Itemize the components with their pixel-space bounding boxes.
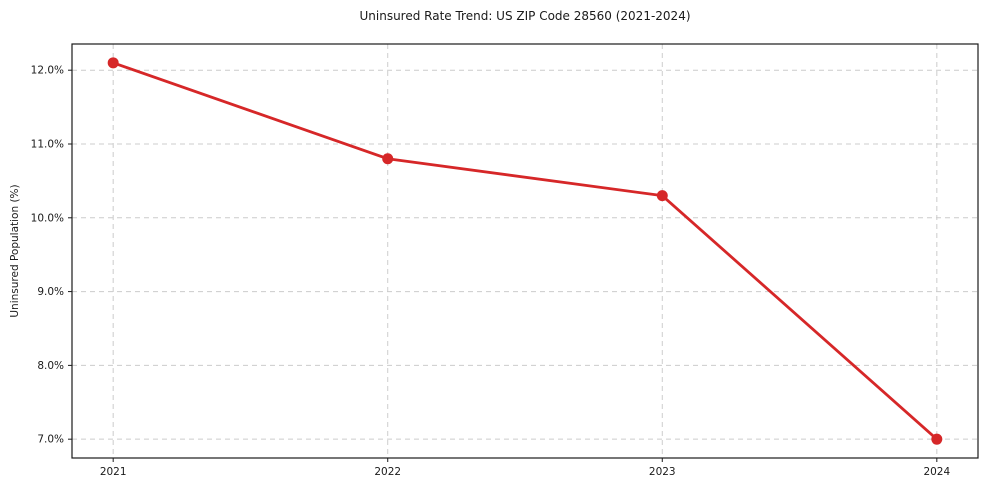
- data-point-marker: [931, 433, 943, 445]
- x-tick-label: 2023: [649, 466, 676, 478]
- x-tick-label: 2022: [374, 466, 401, 478]
- y-tick-label: 8.0%: [37, 360, 64, 372]
- y-tick-label: 12.0%: [31, 65, 64, 77]
- y-tick-label: 9.0%: [37, 286, 64, 298]
- data-point-marker: [107, 57, 119, 69]
- y-axis-label: Uninsured Population (%): [9, 184, 21, 318]
- x-tick-label: 2024: [923, 466, 950, 478]
- data-point-marker: [656, 190, 668, 202]
- chart-title: Uninsured Rate Trend: US ZIP Code 28560 …: [359, 9, 691, 23]
- x-tick-label: 2021: [100, 466, 127, 478]
- plot-border: [71, 43, 979, 459]
- y-tick-label: 11.0%: [31, 138, 64, 150]
- data-line: [111, 61, 939, 441]
- y-tick-label: 10.0%: [31, 212, 64, 224]
- y-tick-label: 7.0%: [37, 434, 64, 446]
- data-point-marker: [382, 153, 394, 165]
